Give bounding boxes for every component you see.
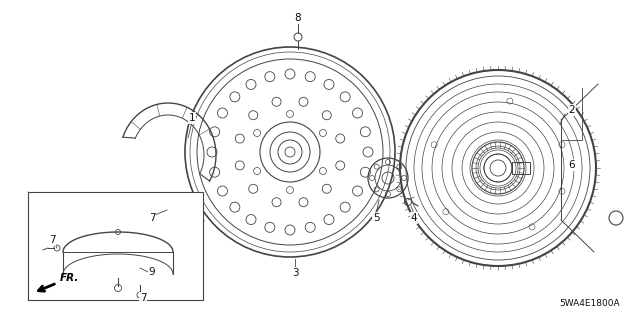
Text: 1: 1	[189, 113, 195, 123]
Text: 7: 7	[49, 235, 55, 245]
Text: 7: 7	[148, 213, 156, 223]
Text: 7: 7	[140, 293, 147, 303]
Text: 4: 4	[411, 213, 417, 223]
Text: 3: 3	[292, 268, 298, 278]
Text: 9: 9	[148, 267, 156, 277]
Text: 5WA4E1800A: 5WA4E1800A	[559, 299, 620, 308]
Text: 6: 6	[569, 160, 575, 170]
Text: 8: 8	[294, 13, 301, 23]
Text: 8: 8	[294, 13, 301, 23]
Text: 2: 2	[569, 105, 575, 115]
Text: 5: 5	[372, 213, 380, 223]
Text: FR.: FR.	[60, 273, 79, 283]
Bar	[28, 192, 203, 300]
